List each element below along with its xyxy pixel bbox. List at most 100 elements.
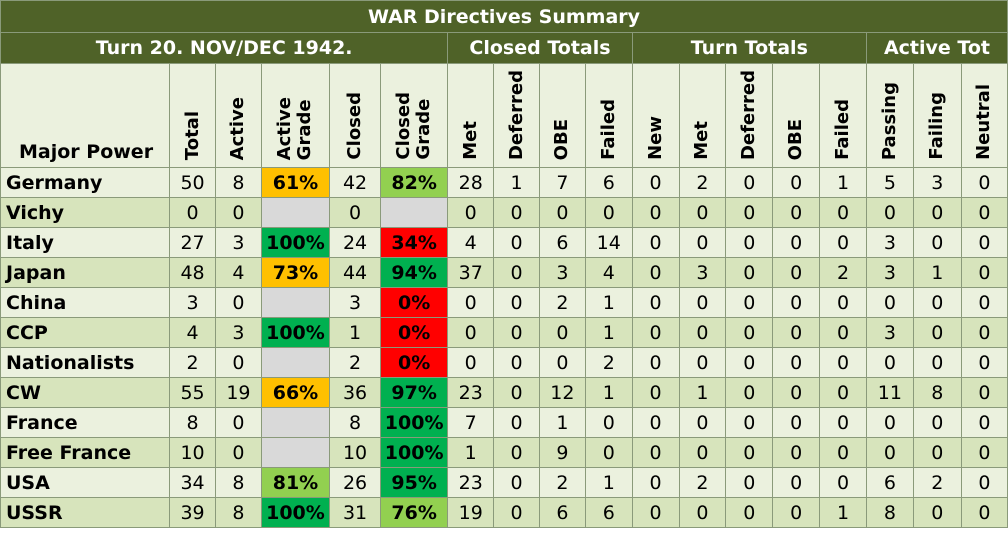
cell-active: 8	[214, 467, 262, 498]
cell-tt-met: 1	[678, 377, 727, 408]
cell-tt-deferred: 0	[725, 197, 774, 228]
cell-ct-obe: 3	[538, 257, 586, 288]
cell-at-passing: 11	[865, 377, 914, 408]
cell-total: 39	[169, 497, 216, 528]
cell-tt-met: 0	[678, 317, 727, 348]
cell-tt-deferred: 0	[725, 287, 774, 318]
cell-active: 0	[214, 287, 262, 318]
cell-at-neutral: 0	[960, 407, 1008, 438]
cell-at-passing: 0	[865, 347, 914, 378]
cell-tt-met: 3	[678, 257, 727, 288]
cell-name: Nationalists	[0, 347, 171, 378]
table-row: Free France 10 0 10 100% 1 0 9 0 0 0 0 0 0 0 0 0	[0, 437, 1008, 468]
cell-tt-obe: 0	[772, 167, 821, 198]
cell-closed: 8	[329, 407, 382, 438]
cell-name: CCP	[0, 317, 171, 348]
cell-tt-obe: 0	[772, 287, 821, 318]
cell-tt-failed: 0	[819, 197, 867, 228]
cell-tt-failed: 0	[819, 347, 867, 378]
cell-tt-new: 0	[631, 467, 680, 498]
cell-tt-met: 0	[678, 197, 727, 228]
cell-at-passing: 0	[865, 287, 914, 318]
table-row: Nationalists 2 0 2 0% 0 0 0 2 0 0 0 0 0 0 0 0	[0, 347, 1008, 378]
cell-ct-failed: 1	[584, 377, 633, 408]
sheet-title: WAR Directives Summary	[0, 0, 1008, 33]
col-header-tt-obe: OBE	[772, 63, 821, 168]
cell-at-neutral: 0	[960, 167, 1008, 198]
cell-ct-obe: 12	[538, 377, 586, 408]
cell-at-failing: 1	[912, 257, 962, 288]
cell-tt-new: 0	[631, 497, 680, 528]
cell-closed-grade: 100%	[380, 407, 449, 438]
cell-ct-failed: 2	[584, 347, 633, 378]
cell-name: Germany	[0, 167, 171, 198]
table-row: Vichy 0 0 0 0 0 0 0 0 0 0 0 0 0 0 0	[0, 197, 1008, 228]
cell-ct-failed: 6	[584, 167, 633, 198]
cell-ct-met: 37	[447, 257, 495, 288]
cell-tt-obe: 0	[772, 197, 821, 228]
col-header-ct-deferred: Deferred	[493, 63, 540, 168]
col-header-tt-met: Met	[678, 63, 727, 168]
cell-active-grade: 73%	[260, 257, 331, 288]
col-header-closed-grade: Closed Grade	[380, 63, 449, 168]
cell-tt-failed: 0	[819, 287, 867, 318]
cell-tt-met: 0	[678, 227, 727, 258]
cell-at-passing: 0	[865, 437, 914, 468]
cell-ct-obe: 2	[538, 467, 586, 498]
cell-closed: 24	[329, 227, 382, 258]
cell-name: Free France	[0, 437, 171, 468]
cell-ct-met: 0	[447, 317, 495, 348]
col-header-active: Active	[214, 63, 262, 168]
cell-ct-failed: 1	[584, 317, 633, 348]
col-header-tt-failed: Failed	[819, 63, 867, 168]
cell-active-grade	[260, 287, 331, 318]
cell-tt-deferred: 0	[725, 467, 774, 498]
cell-at-passing: 0	[865, 407, 914, 438]
cell-tt-deferred: 0	[725, 227, 774, 258]
closed-totals-header: Closed Totals	[447, 32, 633, 64]
table-row: CW 55 19 66% 36 97% 23 0 12 1 0 1 0 0 0 11 8 0	[0, 377, 1008, 408]
cell-ct-met: 4	[447, 227, 495, 258]
cell-ct-obe: 9	[538, 437, 586, 468]
cell-tt-obe: 0	[772, 227, 821, 258]
cell-active-grade	[260, 407, 331, 438]
cell-tt-obe: 0	[772, 257, 821, 288]
cell-tt-obe: 0	[772, 497, 821, 528]
cell-ct-met: 28	[447, 167, 495, 198]
cell-tt-failed: 2	[819, 257, 867, 288]
cell-closed: 44	[329, 257, 382, 288]
cell-at-passing: 6	[865, 467, 914, 498]
cell-at-neutral: 0	[960, 257, 1008, 288]
cell-name: France	[0, 407, 171, 438]
cell-at-failing: 2	[912, 467, 962, 498]
cell-tt-met: 2	[678, 467, 727, 498]
cell-closed: 36	[329, 377, 382, 408]
cell-total: 55	[169, 377, 216, 408]
cell-tt-failed: 0	[819, 407, 867, 438]
turn-header: Turn 20. NOV/DEC 1942.	[0, 32, 449, 64]
cell-at-failing: 0	[912, 227, 962, 258]
col-header-at-failing: Failing	[912, 63, 962, 168]
cell-tt-deferred: 0	[725, 437, 774, 468]
cell-at-failing: 0	[912, 497, 962, 528]
cell-ct-met: 0	[447, 197, 495, 228]
cell-closed-grade: 97%	[380, 377, 449, 408]
cell-ct-met: 1	[447, 437, 495, 468]
cell-closed: 31	[329, 497, 382, 528]
cell-ct-deferred: 0	[493, 347, 540, 378]
cell-active: 0	[214, 347, 262, 378]
cell-total: 10	[169, 437, 216, 468]
cell-at-neutral: 0	[960, 377, 1008, 408]
cell-at-neutral: 0	[960, 287, 1008, 318]
cell-ct-failed: 0	[584, 437, 633, 468]
cell-tt-met: 0	[678, 287, 727, 318]
cell-tt-new: 0	[631, 377, 680, 408]
cell-ct-obe: 2	[538, 287, 586, 318]
cell-tt-failed: 0	[819, 467, 867, 498]
col-header-tt-new: New	[631, 63, 680, 168]
active-tot-header: Active Tot	[865, 32, 1008, 64]
col-header-closed: Closed	[329, 63, 382, 168]
cell-tt-failed: 0	[819, 317, 867, 348]
cell-at-failing: 0	[912, 407, 962, 438]
cell-closed: 26	[329, 467, 382, 498]
